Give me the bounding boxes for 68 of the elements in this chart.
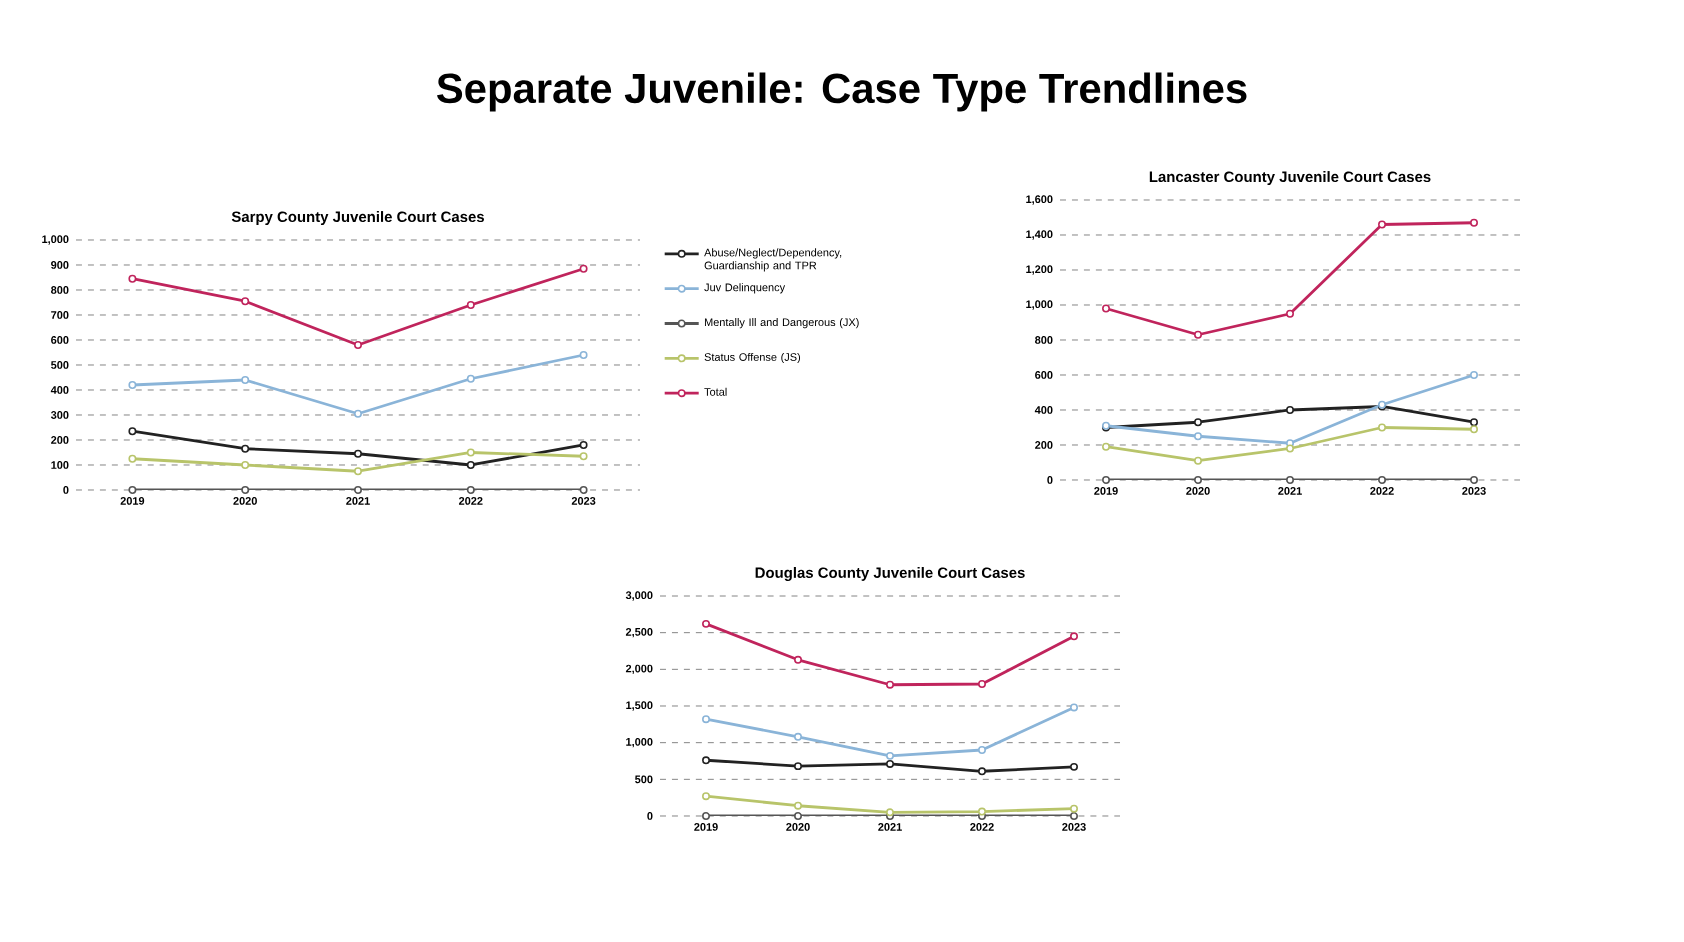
point [466,448,475,457]
point [579,441,588,449]
point [128,381,137,389]
point [978,767,986,776]
point [241,297,250,306]
point [794,812,802,820]
point [128,274,137,283]
point [1070,703,1078,712]
point [702,792,710,801]
point [702,756,710,765]
point [794,732,802,741]
point [579,264,588,273]
point [466,486,475,494]
point [794,762,802,771]
point [1286,406,1294,414]
point [886,759,894,768]
point [241,486,250,494]
point [886,680,894,689]
point [579,452,588,461]
point [1070,632,1078,641]
point [1070,804,1078,813]
point [128,454,137,463]
point [1286,444,1294,453]
point [466,301,475,309]
point [1194,476,1202,484]
point [1102,476,1110,484]
point [1470,218,1478,227]
point [702,619,710,628]
point [1102,442,1110,451]
point [794,801,802,810]
point [241,444,250,453]
point [128,486,137,494]
point [1378,423,1386,432]
point [1194,418,1202,427]
point [241,376,250,384]
point [1378,220,1386,229]
point [978,746,986,754]
point [1194,432,1202,441]
point [354,449,362,458]
point [886,751,894,760]
point [466,461,475,469]
point [1470,371,1478,379]
point [128,427,137,436]
point [1286,309,1294,318]
point [1194,456,1202,465]
point [1378,476,1386,484]
point [702,715,710,724]
point [579,486,588,494]
text: Separate Juvenile: Case Type Trendlines [437,72,1247,112]
point [1070,762,1078,771]
point [794,655,802,664]
point [1470,418,1478,427]
point [1470,425,1478,434]
point [354,467,362,476]
point [241,461,250,469]
point [466,374,475,383]
point [1470,476,1478,484]
point [978,807,986,816]
point [1194,330,1202,339]
point [579,351,588,359]
point [1102,304,1110,313]
point [1070,812,1078,820]
point [354,409,362,418]
point [1286,476,1294,484]
point [978,680,986,688]
point [702,812,710,820]
point [354,341,362,349]
point [354,486,362,494]
